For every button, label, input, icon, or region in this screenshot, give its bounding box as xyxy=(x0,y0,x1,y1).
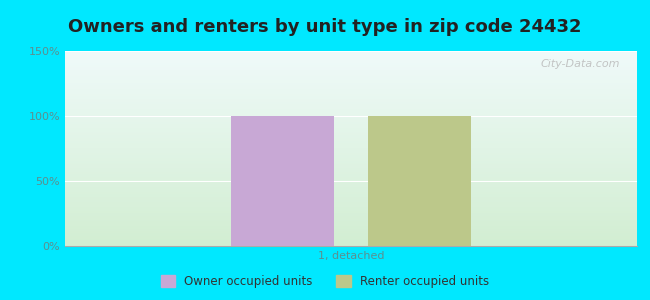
Bar xyxy=(368,116,471,246)
Legend: Owner occupied units, Renter occupied units: Owner occupied units, Renter occupied un… xyxy=(157,271,493,291)
Text: City-Data.com: City-Data.com xyxy=(540,59,620,69)
Text: Owners and renters by unit type in zip code 24432: Owners and renters by unit type in zip c… xyxy=(68,18,582,36)
Bar xyxy=(231,116,334,246)
